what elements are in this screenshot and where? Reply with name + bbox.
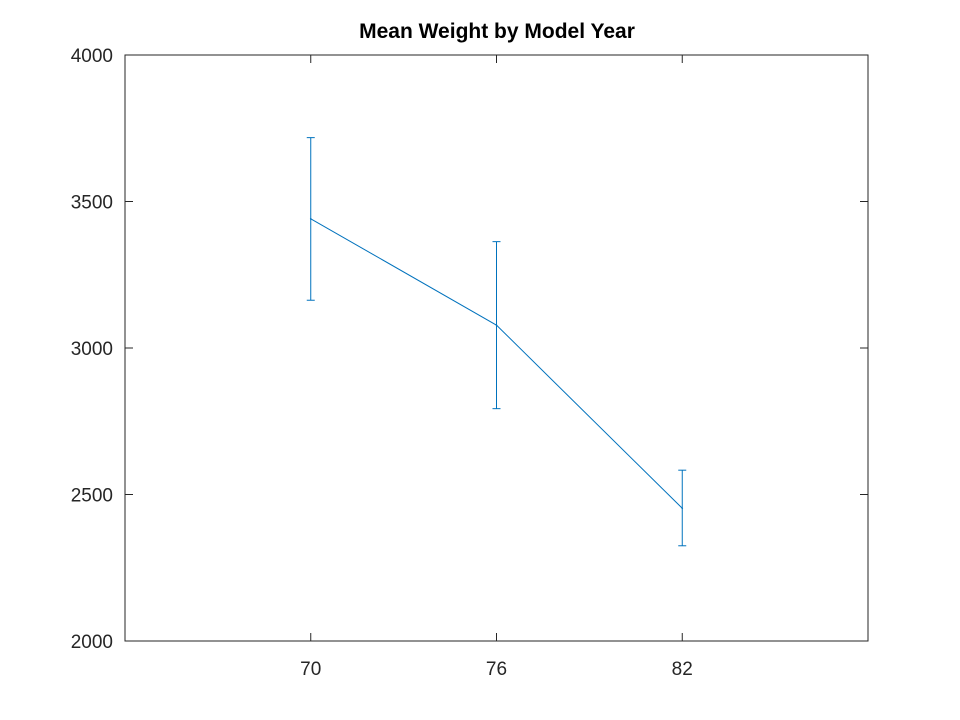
x-tick-label: 70 — [300, 659, 321, 680]
series-layer — [306, 137, 687, 547]
data-point — [495, 324, 498, 326]
data-point — [681, 507, 684, 510]
y-tick-label: 4000 — [71, 46, 113, 67]
y-tick-label: 3000 — [71, 339, 113, 360]
y-tick-label: 2500 — [71, 486, 113, 507]
chart-title: Mean Weight by Model Year — [359, 20, 635, 43]
x-axis: 70 76 82 — [300, 55, 693, 680]
y-tick-label: 3500 — [71, 193, 113, 214]
x-tick-label: 82 — [672, 659, 693, 680]
y-tick-label: 2000 — [71, 632, 113, 653]
x-tick-label: 76 — [486, 659, 507, 680]
y-axis: 2000 2500 3000 3500 4000 — [71, 46, 868, 653]
data-point — [309, 217, 312, 220]
